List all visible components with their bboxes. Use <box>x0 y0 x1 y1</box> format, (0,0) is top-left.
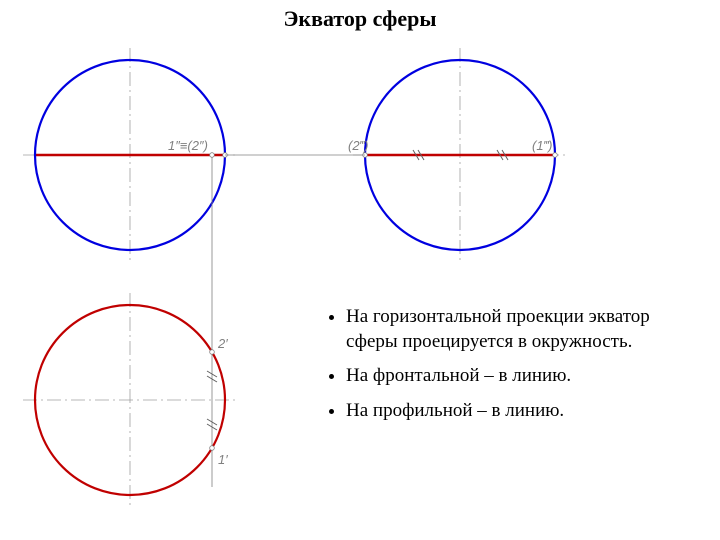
bullet-item: На профильной – в линию. <box>346 399 700 424</box>
profile-point-right <box>553 153 558 158</box>
label-horiz-bottom: 1′ <box>218 452 228 467</box>
profile-projection <box>353 48 567 262</box>
frontal-point-adj <box>210 153 215 158</box>
bullet-item: На фронтальной – в линию. <box>346 364 700 389</box>
label-profile-right: (1‴) <box>532 138 553 153</box>
label-profile-left: (2‴) <box>348 138 369 153</box>
diagram-svg <box>0 0 720 540</box>
frontal-projection <box>23 48 237 262</box>
horizontal-projection <box>23 293 237 507</box>
bullets-list: На горизонтальной проекции экватор сферы… <box>320 305 700 424</box>
label-horiz-top: 2′ <box>218 336 228 351</box>
horiz-point-bottom <box>210 446 215 451</box>
label-frontal: 1″≡(2″) <box>168 138 208 153</box>
horiz-point-top <box>210 350 215 355</box>
bullets-block: На горизонтальной проекции экватор сферы… <box>320 305 700 434</box>
bullet-item: На горизонтальной проекции экватор сферы… <box>346 305 700 354</box>
